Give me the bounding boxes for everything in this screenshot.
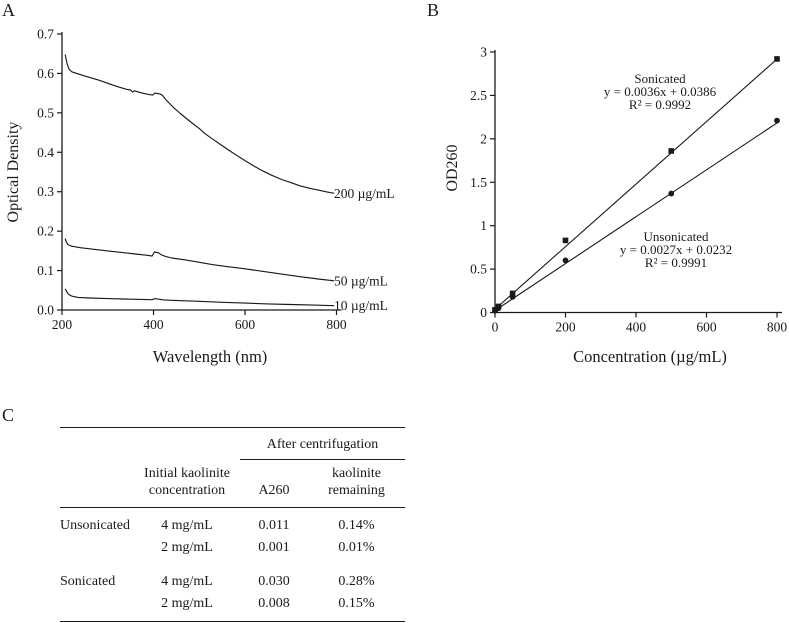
panel-b-square-marker — [668, 148, 675, 154]
panel-a-xtick-label: 800 — [326, 317, 347, 332]
table-span-header-row: After centrifugation — [60, 427, 405, 460]
a260-value: 0.011 — [258, 518, 290, 533]
panel-b-xtick-label: 800 — [767, 320, 788, 335]
panel-b-xtick-label: 600 — [696, 320, 717, 335]
panel-a-series-label-1: 50 µg/mL — [334, 273, 388, 288]
table-column-header-row: Initial kaolinite concentration A260 kao… — [60, 459, 405, 508]
kaolinite-remaining-value: 0.15% — [338, 596, 375, 611]
panel-c-label: C — [2, 405, 15, 425]
panel-b-ytick-label: 0 — [480, 305, 487, 320]
panel-b-circle-marker — [668, 190, 675, 197]
initial-concentration-value: 2 mg/mL — [161, 596, 213, 611]
panel-a-ytick-label: 0.0 — [37, 303, 54, 318]
row-group-label: Sonicated — [60, 574, 116, 589]
panel-b-ytick-label: 3 — [480, 45, 487, 60]
panel-b-xtick-label: 200 — [555, 320, 576, 335]
panel-b-circle-marker — [509, 293, 516, 300]
panel-a-xtick-label: 600 — [235, 317, 256, 332]
panel-b-annotation-1-line-0: Unsonicated — [644, 229, 709, 244]
panel-b-ytick-label: 2 — [480, 131, 487, 146]
panel-b-circle-marker — [562, 257, 569, 264]
panel-b-annotation-1-line-2: R² = 0.9991 — [645, 255, 707, 270]
panel-b-annotation-0-line-0: Sonicated — [634, 71, 686, 86]
a260-value: 0.030 — [258, 574, 290, 589]
panel-a-xlabel: Wavelength (nm) — [153, 347, 268, 366]
panel-b-xlabel: Concentration (µg/mL) — [573, 347, 727, 366]
panel-c-table: After centrifugation Initial kaolinite c… — [60, 427, 405, 622]
panel-a-ytick-label: 0.1 — [37, 263, 54, 278]
panel-a-ytick-label: 0.7 — [37, 27, 54, 42]
panel-b-xtick-label: 0 — [492, 320, 499, 335]
column-header-a260: A260 — [240, 459, 308, 508]
panel-b-ylabel: OD260 — [444, 144, 461, 191]
span-header-spacer — [60, 428, 240, 460]
panel-b-circle-marker — [774, 117, 780, 124]
panel-b-label: B — [427, 0, 440, 20]
after-centrifugation-header: After centrifugation — [240, 427, 405, 460]
table-row: Unsonicated 4 mg/mL 0.011 0.14% — [60, 508, 405, 538]
panel-b-xtick-label: 400 — [626, 320, 647, 335]
table-row: Sonicated 4 mg/mL 0.030 0.28% — [60, 559, 405, 593]
panel-a-chart: 0.0 0.1 0.2 0.3 0.4 0.5 0.6 0.7 200 400 600 800 Wave… — [5, 27, 395, 367]
panel-a-xtick-label: 400 — [143, 317, 164, 332]
panel-a-ytick-label: 0.2 — [37, 224, 54, 239]
panel-a-ytick-label: 0.6 — [37, 66, 54, 81]
panel-a-label: A — [2, 0, 15, 20]
panel-b-trendline-0 — [494, 58, 778, 310]
initial-concentration-value: 4 mg/mL — [161, 518, 213, 533]
panel-b-ytick-label: 1.5 — [470, 175, 487, 190]
panel-b-square-marker — [774, 56, 780, 62]
panel-a-series-line-1 — [64, 238, 335, 282]
kaolinite-remaining-value: 0.01% — [338, 540, 375, 555]
panel-b-annotation-0-line-2: R² = 0.9992 — [629, 97, 691, 112]
panel-b-annotation-0-line-1: y = 0.0036x + 0.0386 — [604, 84, 717, 99]
panel-b-ytick-label: 0.5 — [470, 262, 487, 277]
kaolinite-remaining-value: 0.14% — [338, 518, 375, 533]
a260-value: 0.001 — [258, 540, 290, 555]
panel-a-ytick-label: 0.5 — [37, 105, 54, 120]
panel-b-ytick-label: 1 — [480, 218, 487, 233]
row-group-label — [60, 593, 134, 622]
panel-b-trendline-1 — [494, 122, 778, 311]
panel-b-circle-marker — [495, 305, 502, 312]
panel-a-series-line-0 — [64, 54, 335, 194]
row-group-label: Unsonicated — [60, 518, 130, 533]
panel-b-square-marker — [562, 237, 569, 244]
panel-a-ylabel: Optical Density — [5, 122, 22, 223]
panel-b-annotation-1-line-1: y = 0.0027x + 0.0232 — [620, 242, 732, 257]
column-header-empty — [60, 459, 134, 508]
panel-a-series-label-0: 200 µg/mL — [334, 186, 395, 201]
panel-a-ytick-label: 0.4 — [37, 145, 54, 160]
a260-value: 0.008 — [258, 596, 290, 611]
panel-b-square-marker — [509, 290, 516, 297]
initial-concentration-value: 2 mg/mL — [161, 540, 213, 555]
kaolinite-remaining-value: 0.28% — [338, 574, 375, 589]
table-row: 2 mg/mL 0.001 0.01% — [60, 537, 405, 559]
row-group-label — [60, 537, 134, 559]
panel-a-series-label-2: 10 µg/mL — [334, 298, 388, 313]
column-header-kaolinite-remaining: kaolinite remaining — [308, 459, 405, 508]
panel-a-axes — [61, 32, 342, 311]
panel-a-xtick-label: 200 — [52, 317, 73, 332]
column-header-initial-concentration: Initial kaolinite concentration — [134, 459, 240, 508]
panel-a-ytick-label: 0.3 — [37, 184, 54, 199]
panel-b-ytick-label: 2.5 — [470, 88, 487, 103]
panel-b-chart: 0 0.5 1 1.5 2 2.5 3 0 200 400 600 800 Concentration … — [444, 45, 788, 367]
initial-concentration-value: 4 mg/mL — [161, 574, 213, 589]
panel-a-series-line-2 — [64, 288, 335, 307]
table-row: 2 mg/mL 0.008 0.15% — [60, 593, 405, 622]
